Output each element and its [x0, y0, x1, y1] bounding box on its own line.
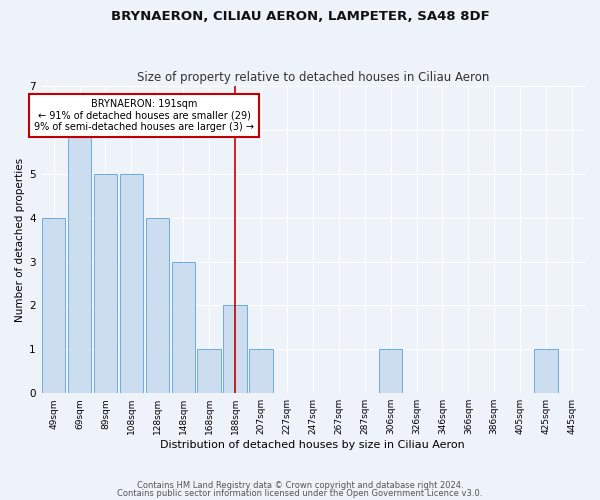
- Bar: [223, 306, 247, 393]
- Bar: [68, 130, 91, 393]
- Bar: [379, 350, 402, 393]
- Bar: [146, 218, 169, 393]
- Bar: [535, 350, 558, 393]
- Bar: [94, 174, 117, 393]
- Y-axis label: Number of detached properties: Number of detached properties: [15, 158, 25, 322]
- Title: Size of property relative to detached houses in Ciliau Aeron: Size of property relative to detached ho…: [137, 70, 489, 84]
- Text: Contains HM Land Registry data © Crown copyright and database right 2024.: Contains HM Land Registry data © Crown c…: [137, 481, 463, 490]
- Bar: [172, 262, 195, 393]
- Bar: [197, 350, 221, 393]
- Bar: [250, 350, 272, 393]
- Text: BRYNAERON, CILIAU AERON, LAMPETER, SA48 8DF: BRYNAERON, CILIAU AERON, LAMPETER, SA48 …: [110, 10, 490, 23]
- Bar: [120, 174, 143, 393]
- Text: Contains public sector information licensed under the Open Government Licence v3: Contains public sector information licen…: [118, 488, 482, 498]
- Bar: [42, 218, 65, 393]
- Text: BRYNAERON: 191sqm
← 91% of detached houses are smaller (29)
9% of semi-detached : BRYNAERON: 191sqm ← 91% of detached hous…: [34, 99, 254, 132]
- X-axis label: Distribution of detached houses by size in Ciliau Aeron: Distribution of detached houses by size …: [160, 440, 465, 450]
